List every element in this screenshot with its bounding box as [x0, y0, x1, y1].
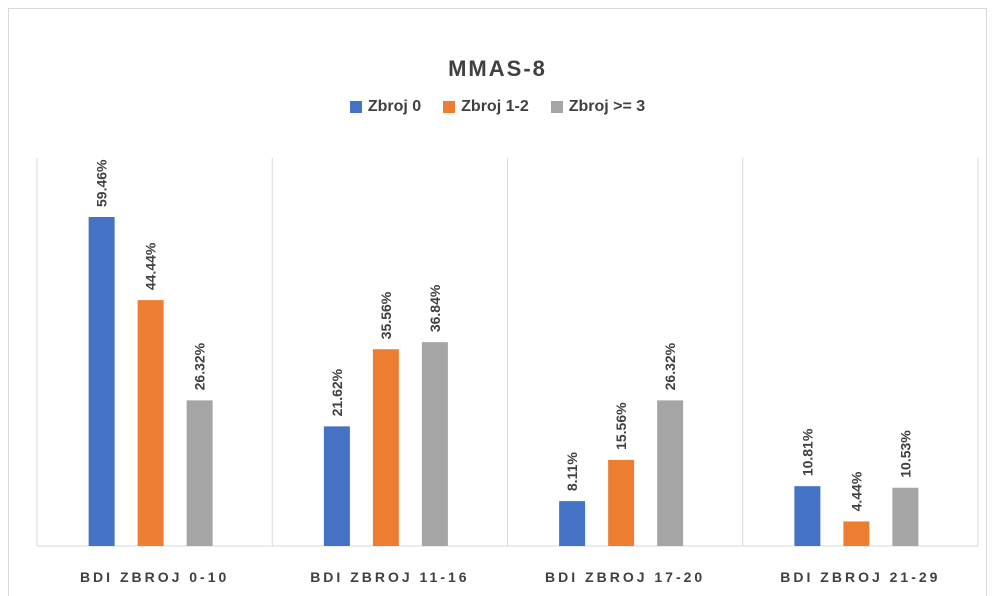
legend: Zbroj 0 Zbroj 1-2 Zbroj >= 3 [0, 98, 995, 116]
bar-0-0 [88, 217, 115, 546]
data-label-0-0: 59.46% [94, 159, 110, 207]
bar-1-1 [372, 349, 399, 546]
data-label-2-1: 15.56% [613, 402, 629, 450]
x-tick-label-2: BDI ZBROJ 17-20 [545, 569, 705, 585]
data-label-3-1: 4.44% [848, 471, 864, 511]
legend-item-0: Zbroj 0 [349, 98, 422, 116]
chart-frame [8, 8, 987, 596]
bar-1-2 [421, 342, 448, 546]
data-label-1-1: 35.56% [378, 291, 394, 339]
bar-3-0 [794, 486, 821, 546]
legend-label-0: Zbroj 0 [367, 98, 422, 115]
x-tick-label-3: BDI ZBROJ 21-29 [780, 569, 940, 585]
data-label-0-1: 44.44% [143, 242, 159, 290]
bar-3-2 [892, 487, 919, 546]
bar-0-2 [186, 400, 213, 546]
legend-swatch-0 [349, 101, 362, 113]
data-label-3-2: 10.53% [897, 430, 913, 478]
x-tick-label-1: BDI ZBROJ 11-16 [310, 569, 469, 585]
chart-title: MMAS-8 [448, 56, 547, 81]
data-label-2-2: 26.32% [662, 342, 678, 390]
bar-0-1 [137, 300, 164, 546]
bar-2-2 [657, 400, 684, 546]
bar-1-0 [323, 426, 350, 546]
data-label-0-2: 26.32% [192, 342, 208, 390]
legend-swatch-2 [550, 101, 563, 113]
legend-swatch-1 [443, 101, 456, 113]
x-tick-label-0: BDI ZBROJ 0-10 [80, 569, 229, 585]
bar-2-0 [559, 501, 586, 546]
legend-item-2: Zbroj >= 3 [550, 98, 646, 116]
bar-3-1 [843, 521, 870, 546]
data-label-3-0: 10.81% [799, 428, 815, 476]
bar-2-1 [608, 459, 635, 546]
legend-label-1: Zbroj 1-2 [461, 98, 529, 115]
legend-label-2: Zbroj >= 3 [568, 98, 646, 115]
legend-item-1: Zbroj 1-2 [443, 98, 529, 116]
data-label-1-0: 21.62% [329, 368, 345, 416]
data-label-1-2: 36.84% [427, 284, 443, 332]
data-label-2-0: 8.11% [564, 452, 580, 491]
